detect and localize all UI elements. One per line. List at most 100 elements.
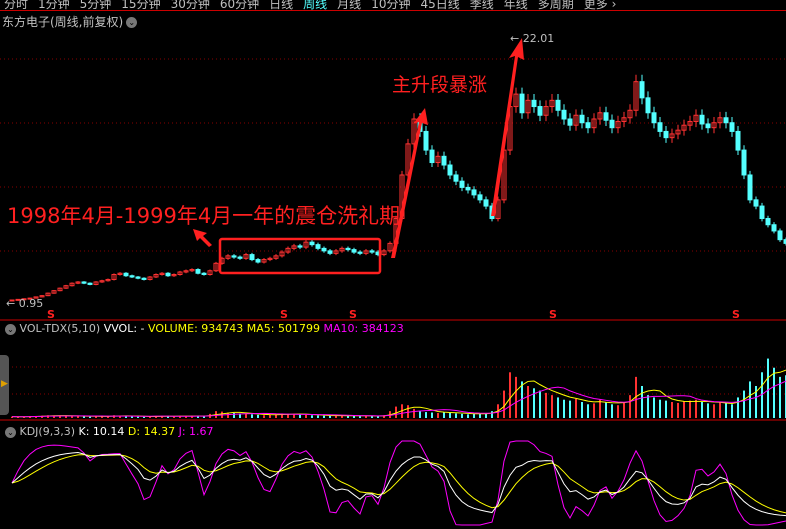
d-value: D: 14.37 [127,425,176,438]
candle-body [423,130,429,151]
chevron-down-icon[interactable]: ⌄ [5,426,16,438]
period-tab[interactable]: 45日线 [420,0,460,11]
period-tab[interactable]: 10分钟 [371,0,411,11]
j-value: J: 1.67 [178,425,214,438]
candle-body [75,281,81,284]
candle-body [717,117,723,124]
volume-value: VOLUME: 934743 [148,322,244,335]
candle-body [45,292,51,297]
candle-body [357,251,363,254]
candle-body [201,272,207,275]
kdj-indicator-name[interactable]: KDJ(9,3,3) [19,425,76,438]
candle-body [759,205,765,220]
candle-body [555,99,561,111]
candle-body [573,114,579,126]
chart-title: 东方电子(周线,前复权) ⌄ [2,13,138,30]
candle-body [363,250,369,254]
candle-body [597,112,603,120]
candle-body [321,247,327,252]
candle-body [615,120,621,129]
candle-body [189,269,195,272]
candle-body [765,218,771,226]
candle-body [51,290,57,294]
candle-body [687,120,693,126]
candle-body [255,259,261,263]
candle-body [165,272,171,277]
period-tab[interactable]: 月线 [337,0,362,11]
candle-body [249,254,255,261]
candle-body [471,189,477,196]
candle-body [303,241,309,248]
chevron-down-icon[interactable]: ⌄ [5,323,16,335]
candle-body [171,273,177,277]
period-tab[interactable]: 年线 [503,0,528,11]
candle-body [591,118,597,129]
kdj-k-line [11,452,786,517]
candle-body [15,298,21,301]
period-tab[interactable]: 15分钟 [121,0,161,11]
candle-body [537,106,543,116]
volume-panel-header: ⌄ VOL-TDX(5,10) VVOL: - VOLUME: 934743 M… [2,322,404,335]
period-toolbar: 分时 1分钟 5分钟 15分钟 30分钟 60分钟 日线 周线 月线 10分钟 45日线 季线 年线 多周… [0,0,786,11]
candle-body [783,239,786,244]
candle-body [327,250,333,254]
candle-body [273,255,279,259]
candle-body [585,122,591,129]
arrow-right-icon: ▶ [1,379,8,389]
candle-body [177,271,183,275]
candle-body [549,99,555,108]
period-tab[interactable]: 1分钟 [38,0,70,11]
candle-body [531,99,537,108]
side-panel-toggle[interactable]: ▶ [0,355,9,415]
candle-body [525,99,531,114]
candle-body [483,199,489,207]
candle-body [225,255,231,259]
candle-body [33,296,39,299]
candle-body [21,298,27,301]
period-tab[interactable]: 30分钟 [170,0,210,11]
vol-indicator-name[interactable]: VOL-TDX(5,10) [19,322,101,335]
ma5-value: MA5: 501799 [246,322,320,335]
candle-body [237,256,243,259]
candle-body [183,270,189,273]
candle-body [753,199,759,207]
candle-body [27,297,33,300]
kdj-panel-header: ⌄ KDJ(9,3,3) K: 10.14 D: 14.37 J: 1.67 [2,425,214,438]
consolidation-annotation: 1998年4月-1999年4月一年的震仓洗礼期 [7,204,401,228]
period-tab[interactable]: 日线 [269,0,294,11]
ma10-value: MA10: 384123 [323,322,404,335]
volume-ma5-line [11,369,786,418]
candle-body [81,281,87,284]
period-tab[interactable]: 5分钟 [79,0,112,11]
period-tab[interactable]: 60分钟 [219,0,260,11]
candle-body [711,122,717,129]
low-price-value: 0.95 [18,297,44,310]
candle-body [705,123,711,129]
candle-body [741,149,747,176]
chevron-down-icon[interactable]: ⌄ [126,17,138,28]
candle-body [477,194,483,201]
surge-arrow-icon [491,38,524,216]
period-tab[interactable]: 分时 [4,0,29,11]
candle-body [135,276,141,279]
candle-body [465,186,471,191]
candle-body [543,106,549,116]
volume-ma10-line [11,380,786,418]
candle-body [645,97,651,114]
kdj-j-line [11,440,786,526]
candle-body [561,109,567,120]
period-tab[interactable]: 更多 › [583,0,617,11]
candle-body [633,81,639,111]
candle-body [141,277,147,280]
period-tab[interactable]: 多周期 [537,0,574,11]
candle-body [63,285,69,289]
period-tab[interactable]: 周线 [303,0,328,11]
candle-body [519,93,525,114]
k-value: K: 10.14 [78,425,125,438]
candle-body [681,124,687,131]
candle-body [291,245,297,249]
low-price-label: ← 0.95 [6,297,44,310]
candle-body [213,262,219,272]
candle-body [243,254,249,259]
period-tab[interactable]: 季线 [469,0,494,11]
